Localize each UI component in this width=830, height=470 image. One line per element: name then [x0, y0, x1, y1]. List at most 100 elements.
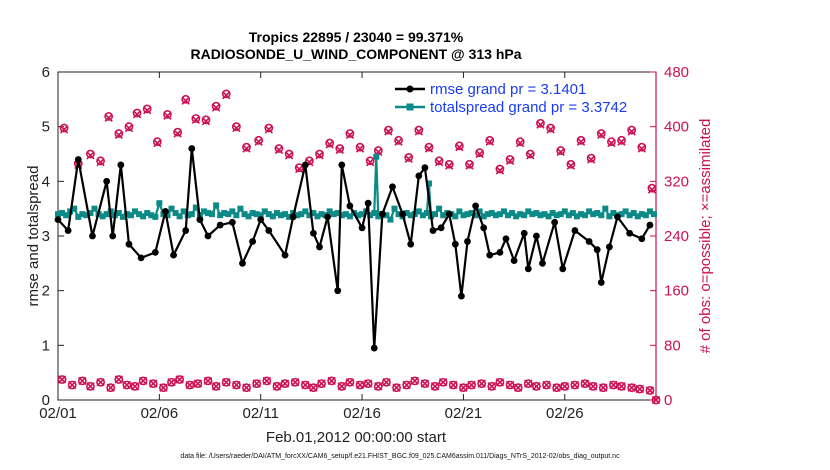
obs-possible-marker: [104, 112, 114, 121]
obs-assimilated-marker: [181, 96, 190, 105]
obs-low-possible-marker: [175, 375, 185, 384]
obs-assimilated-marker: [284, 151, 294, 160]
obs-low-assimilated-marker: [167, 378, 176, 387]
rmse-point: [421, 164, 429, 172]
spread-point: [127, 212, 134, 219]
spread-point: [367, 212, 374, 219]
obs-assimilated-marker: [516, 138, 525, 148]
spread-point: [273, 210, 280, 217]
obs-assimilated-marker: [384, 127, 393, 136]
obs-assimilated-marker: [566, 161, 576, 170]
legend-spread-label: totalspread grand pr = 3.3742: [430, 99, 627, 116]
obs-low-assimilated-marker: [449, 380, 458, 390]
obs-low-possible-marker: [77, 376, 87, 386]
spread-point: [253, 211, 260, 218]
spread-point: [282, 211, 289, 218]
spread-point: [610, 210, 617, 217]
obs-assimilated-marker: [114, 130, 123, 140]
obs-possible-marker: [181, 94, 191, 104]
obs-low-assimilated-marker: [430, 382, 440, 391]
obs-low-assimilated-marker: [560, 382, 569, 391]
obs-low-possible-marker: [211, 381, 221, 391]
spread-point: [180, 208, 187, 215]
x-tick-label: 02/26: [546, 405, 584, 422]
obs-low-possible-marker: [363, 379, 373, 388]
obs-low-assimilated-marker: [374, 382, 383, 391]
y-tick-label: 3: [42, 228, 50, 245]
chart-subtitle: RADIOSONDE_U_WIND_COMPONENT @ 313 hPa: [190, 46, 521, 62]
spread-point: [233, 212, 240, 219]
rmse-point: [103, 177, 111, 185]
spread-point: [342, 211, 349, 218]
spread-point: [590, 211, 597, 218]
obs-possible-marker: [546, 123, 555, 133]
obs-low-assimilated-marker: [505, 380, 515, 390]
spread-point: [371, 210, 378, 217]
obs-low-assimilated-marker: [262, 376, 271, 386]
spread-point: [115, 210, 122, 217]
spread-point: [598, 212, 605, 219]
rmse-point: [539, 259, 546, 267]
obs-possible-marker: [132, 108, 142, 118]
obs-low-possible-marker: [552, 383, 562, 393]
obs-low-possible-marker: [392, 383, 401, 393]
obs-low-assimilated-marker: [420, 379, 430, 388]
obs-assimilated-marker: [576, 137, 586, 146]
plot-area: [57, 71, 657, 401]
obs-low-possible-marker: [448, 380, 458, 390]
obs-low-assimilated-marker: [355, 380, 365, 390]
spread-point: [55, 211, 61, 218]
rmse-point: [551, 218, 559, 226]
obs-low-possible-marker: [300, 380, 310, 390]
rmse-point: [64, 227, 72, 234]
spread-point: [577, 211, 584, 218]
spread-point: [375, 213, 382, 220]
rmse-point: [228, 218, 236, 226]
spread-point: [460, 212, 467, 219]
x-axis-label: Feb.01,2012 00:00:00 start: [266, 429, 447, 446]
obs-possible-marker: [173, 127, 182, 137]
obs-possible-marker: [231, 122, 241, 132]
x-tick-label: 02/11: [242, 405, 278, 422]
obs-low-possible-marker: [57, 375, 67, 384]
obs-low-assimilated-marker: [272, 382, 282, 391]
spread-point: [156, 200, 163, 207]
obs-low-possible-marker: [609, 380, 618, 390]
rmse-point: [289, 213, 297, 221]
obs-low-possible-marker: [167, 377, 176, 387]
obs-possible-marker: [191, 114, 201, 123]
x-axis: 02/01 02/06 02/11 02/16 02/21 02/26: [39, 72, 584, 422]
obs-low-assimilated-marker: [459, 383, 468, 392]
obs-assimilated-marker: [434, 158, 444, 167]
obs-possible-marker: [142, 104, 152, 114]
spread-point: [452, 213, 459, 220]
spread-point: [480, 213, 487, 220]
obs-possible-marker: [254, 135, 264, 145]
spread-point: [525, 208, 532, 215]
y-tick-label: 0: [42, 392, 50, 409]
rmse-point: [316, 243, 323, 251]
obs-low-possible-marker: [272, 381, 282, 391]
obs-possible-marker: [465, 159, 474, 169]
spread-point: [602, 205, 609, 212]
rmse-point: [310, 229, 317, 237]
obs-possible-marker: [384, 125, 393, 135]
obs-low-possible-marker: [523, 379, 533, 388]
obs-low-assimilated-marker: [280, 379, 290, 388]
obs-low-possible-marker: [402, 380, 412, 390]
obs-low-assimilated-marker: [232, 380, 241, 390]
spread-point: [622, 208, 629, 215]
obs-low-assimilated-marker: [252, 379, 261, 388]
obs-possible-marker: [444, 159, 454, 169]
rmse-point: [445, 210, 453, 218]
obs-low-assimilated-marker: [317, 379, 326, 388]
obs-assimilated-marker: [232, 123, 241, 133]
rmse-point: [358, 224, 366, 232]
obs-low-assimilated-marker: [627, 383, 636, 392]
rmse-point: [472, 202, 479, 210]
spread-point: [557, 211, 564, 218]
spread-point: [164, 212, 171, 219]
spread-point: [168, 205, 175, 212]
spread-point: [626, 212, 633, 219]
